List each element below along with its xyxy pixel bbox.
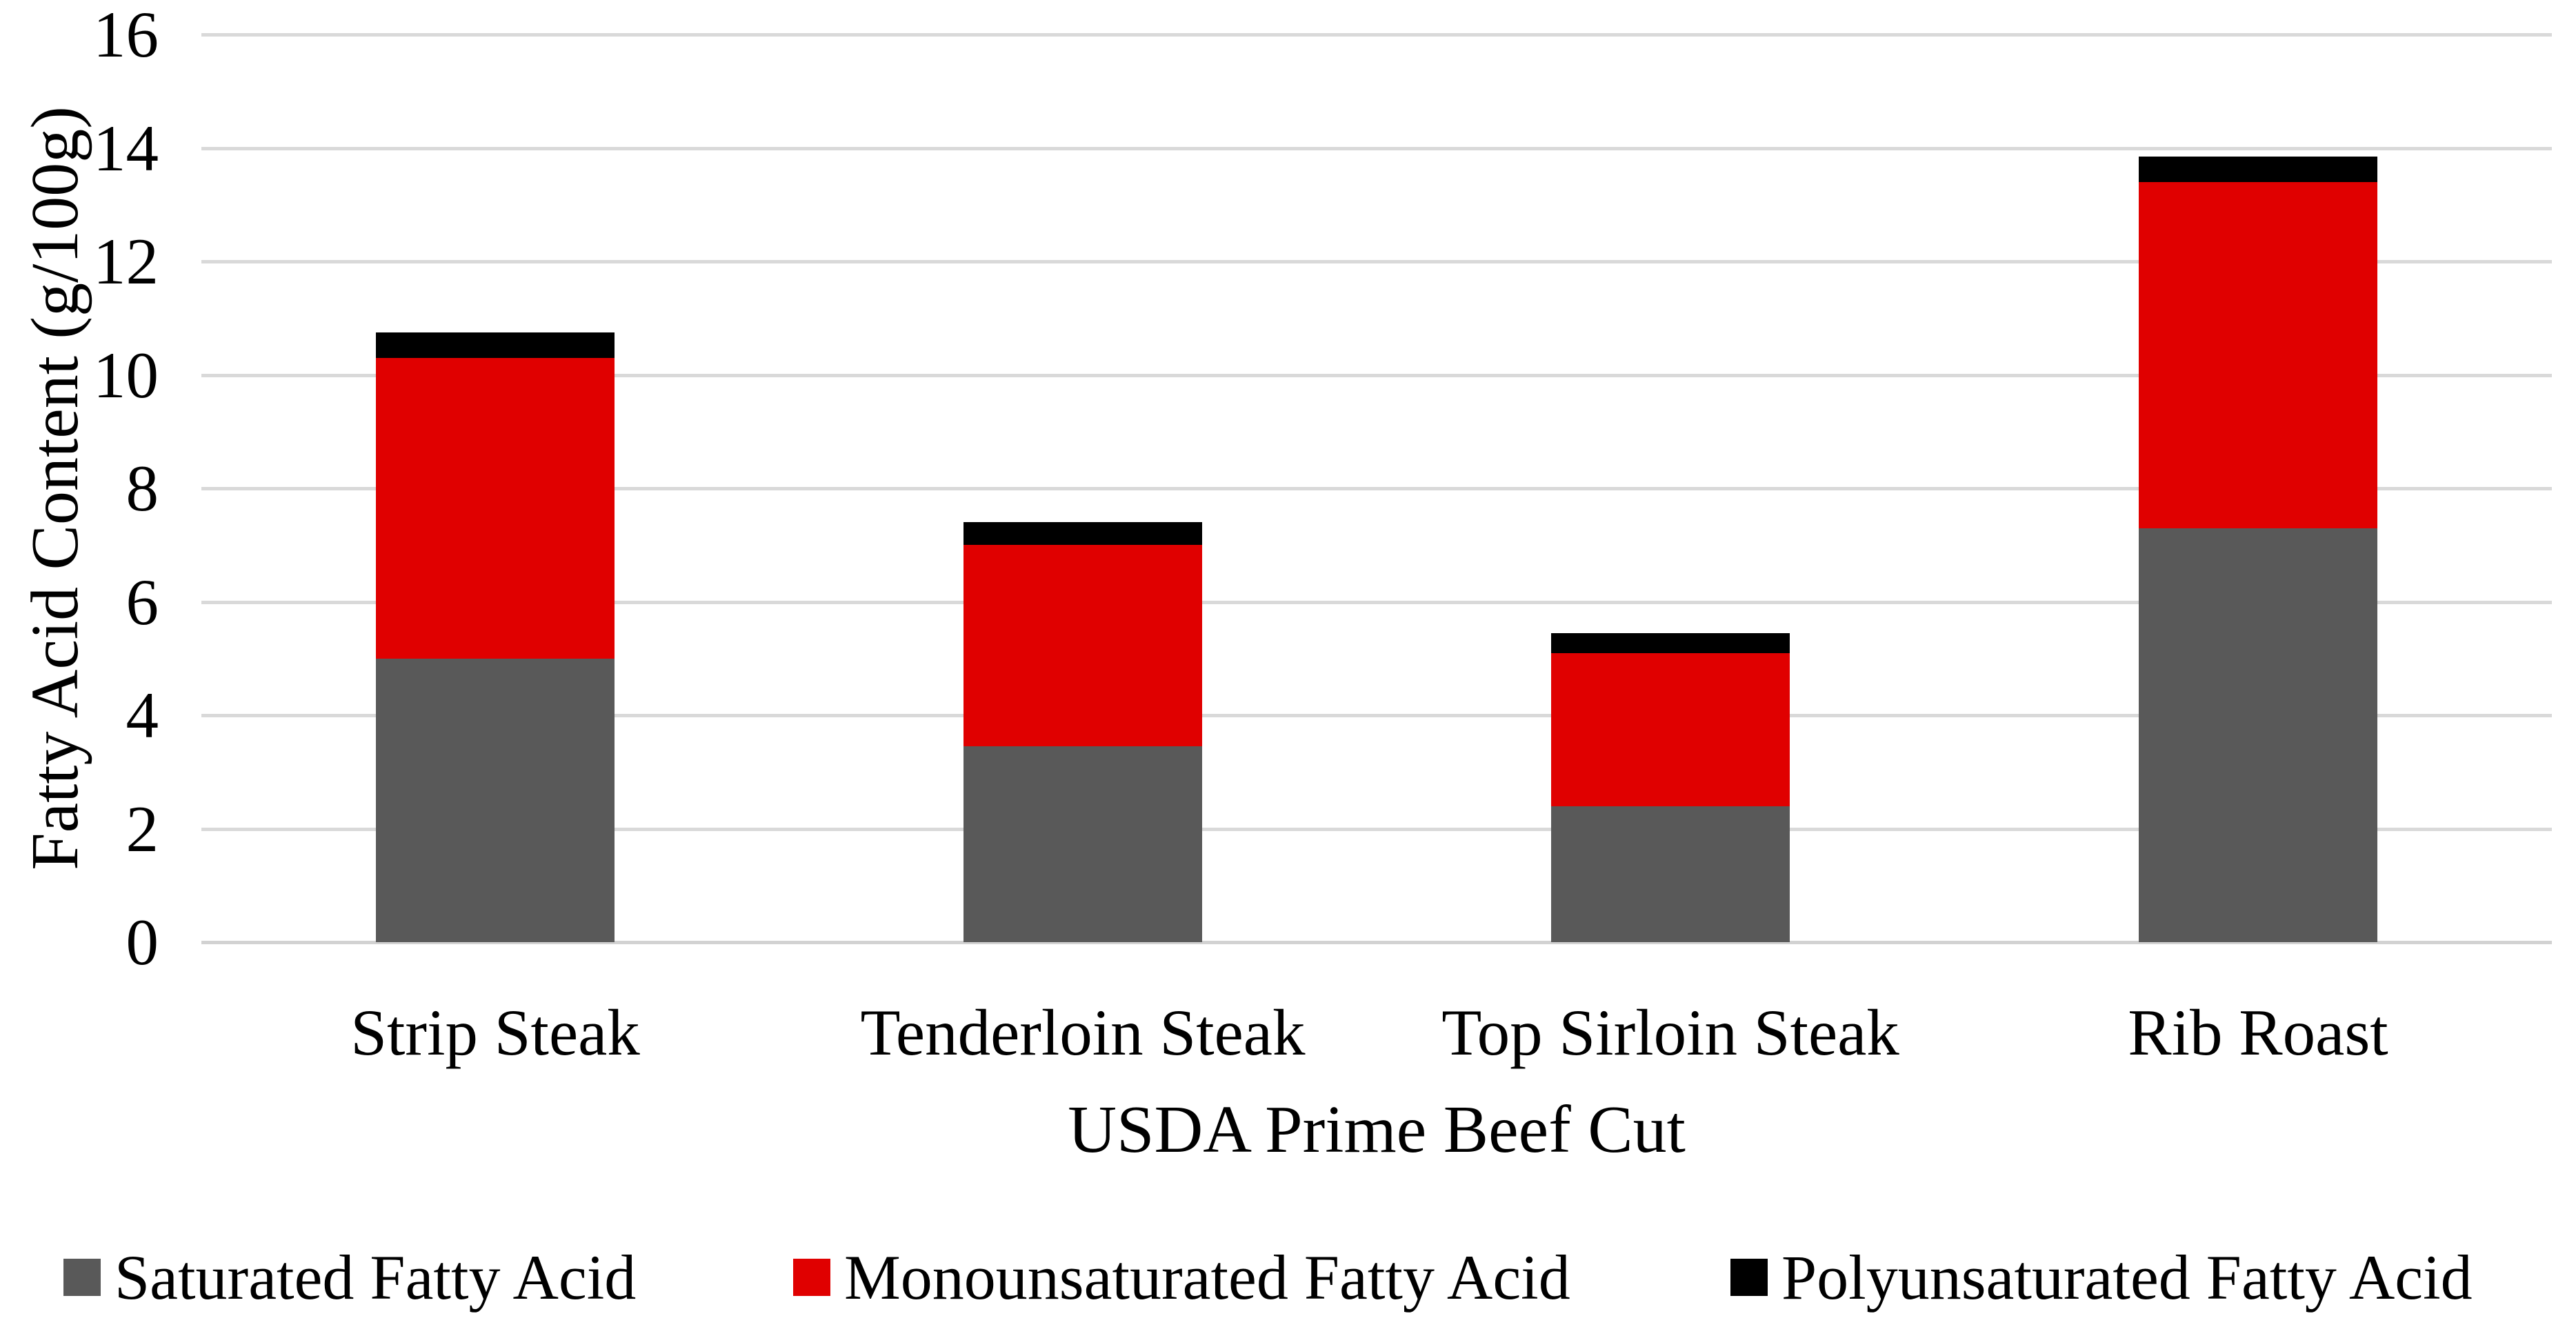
legend-label: Saturated Fatty Acid xyxy=(114,1242,637,1313)
x-category-label-top-sirloin-steak: Top Sirloin Steak xyxy=(1441,996,1899,1069)
bar-segment-monounsaturated-fatty-acid-tenderloin-steak xyxy=(963,545,1202,747)
y-tick-label-16: 16 xyxy=(93,0,159,71)
bar-segment-polyunsaturated-fatty-acid-tenderloin-steak xyxy=(963,522,1202,546)
bar-segment-monounsaturated-fatty-acid-top-sirloin-steak xyxy=(1551,652,1790,806)
bar-segment-saturated-fatty-acid-rib-roast xyxy=(2139,528,2377,942)
gridline xyxy=(201,600,2552,604)
bar-segment-polyunsaturated-fatty-acid-strip-steak xyxy=(376,332,615,358)
legend-item-monounsaturated-fatty-acid: Monounsaturated Fatty Acid xyxy=(793,1239,1570,1316)
bar-segment-saturated-fatty-acid-strip-steak xyxy=(376,658,615,942)
x-category-label-tenderloin-steak: Tenderloin Steak xyxy=(860,996,1306,1069)
y-tick-label-14: 14 xyxy=(93,111,159,185)
legend-label: Polyunsaturated Fatty Acid xyxy=(1781,1242,2473,1313)
legend-item-polyunsaturated-fatty-acid: Polyunsaturated Fatty Acid xyxy=(1730,1239,2473,1316)
bar-segment-monounsaturated-fatty-acid-strip-steak xyxy=(376,357,615,659)
y-tick-label-6: 6 xyxy=(126,565,159,639)
legend-swatch-icon xyxy=(63,1259,101,1296)
x-category-label-rib-roast: Rib Roast xyxy=(2128,996,2388,1069)
legend-label: Monounsaturated Fatty Acid xyxy=(844,1242,1570,1313)
bar-segment-polyunsaturated-fatty-acid-rib-roast xyxy=(2139,156,2377,182)
legend-swatch-icon xyxy=(793,1259,830,1296)
y-tick-label-10: 10 xyxy=(93,338,159,412)
bar-segment-polyunsaturated-fatty-acid-top-sirloin-steak xyxy=(1551,632,1790,653)
gridline xyxy=(201,827,2552,831)
y-tick-label-12: 12 xyxy=(93,225,159,298)
x-axis-line xyxy=(201,941,2552,944)
bar-segment-saturated-fatty-acid-top-sirloin-steak xyxy=(1551,806,1790,942)
y-tick-label-8: 8 xyxy=(126,452,159,525)
y-tick-label-2: 2 xyxy=(126,792,159,866)
bar-segment-saturated-fatty-acid-tenderloin-steak xyxy=(963,746,1202,942)
y-tick-label-4: 4 xyxy=(126,679,159,752)
bar-segment-monounsaturated-fatty-acid-rib-roast xyxy=(2139,181,2377,528)
gridline xyxy=(201,487,2552,490)
y-tick-label-0: 0 xyxy=(126,906,159,979)
gridline xyxy=(201,714,2552,717)
gridline xyxy=(201,33,2552,37)
legend-swatch-icon xyxy=(1730,1259,1768,1296)
gridline xyxy=(201,260,2552,263)
x-axis-title: USDA Prime Beef Cut xyxy=(1068,1092,1686,1167)
gridline xyxy=(201,146,2552,150)
gridline xyxy=(201,373,2552,377)
legend-item-saturated-fatty-acid: Saturated Fatty Acid xyxy=(63,1239,636,1316)
x-category-label-strip-steak: Strip Steak xyxy=(350,996,640,1069)
